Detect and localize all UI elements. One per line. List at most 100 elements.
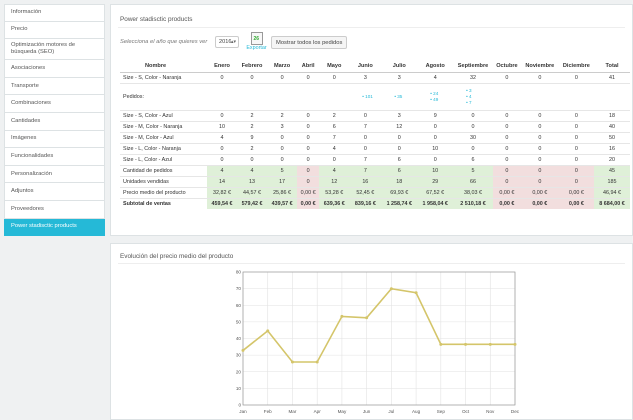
orders-cell: • 24 • 49 — [417, 82, 454, 110]
order-link[interactable]: 101 — [365, 93, 373, 99]
table-cell: 12 — [381, 120, 418, 132]
sidebar-item[interactable]: Proveedores — [4, 200, 105, 219]
orders-cell — [237, 82, 268, 110]
sidebar-item[interactable]: Información — [4, 4, 105, 22]
table-cell: 16 — [349, 175, 382, 187]
order-link[interactable]: 35 — [397, 93, 403, 99]
table-row: Cantidad de pedidos 4 4 5 0 4 7 6 10 5 0 0 0 45 — [120, 164, 630, 176]
table-row: Size - S, Color - Naranja 0 0 0 0 0 3 3 4 32 0 0 0 41 — [120, 71, 630, 83]
stats-table: Nombre Enero Febrero Marzo Abril Mayo Junio Jul… — [120, 60, 630, 209]
x-tick-label: Nov — [486, 409, 495, 414]
series-line — [242, 287, 515, 363]
table-cell: 0 — [267, 153, 298, 165]
data-point — [365, 316, 369, 320]
column-header: Mayo — [319, 60, 350, 73]
order-bullet: • 24 — [430, 90, 439, 96]
table-cell: 3 — [349, 71, 382, 83]
table-cell: 30 — [453, 131, 493, 143]
table-cell: 0 — [520, 120, 559, 132]
order-link[interactable]: 4 — [469, 93, 472, 99]
column-header: Diciembre — [558, 60, 595, 73]
sidebar-item[interactable]: Adjuntos — [4, 183, 105, 201]
year-select[interactable]: 2016 ▴▾ — [215, 36, 239, 48]
divider — [118, 263, 625, 264]
table-cell: 3 — [381, 71, 418, 83]
table-cell: 0 — [297, 131, 320, 143]
table-cell: 41 — [594, 71, 630, 83]
sidebar-item[interactable]: Combinaciones — [4, 95, 105, 113]
order-link[interactable]: 24 — [433, 90, 439, 96]
table-cell: 4 — [237, 164, 268, 176]
data-point — [464, 342, 468, 346]
table-cell: 4 — [417, 71, 454, 83]
export-button[interactable]: 26 Exportar — [244, 32, 269, 54]
sidebar-item[interactable]: Asociaciones — [4, 60, 105, 78]
x-tick-label: Mar — [288, 409, 296, 414]
table-cell: 0 — [319, 71, 350, 83]
data-point — [389, 287, 393, 291]
table-cell: 0 — [558, 153, 595, 165]
x-tick-label: Dec — [511, 409, 520, 414]
order-link[interactable]: 49 — [433, 96, 439, 102]
y-tick-label: 10 — [236, 386, 242, 391]
column-header: Total — [594, 60, 630, 73]
table-cell: 2 — [237, 142, 268, 154]
sidebar-item[interactable]: Power stadisctic products — [4, 218, 105, 237]
sidebar-item[interactable]: Imágenes — [4, 130, 105, 149]
table-cell: 16 — [594, 142, 630, 154]
table-cell: 0,00 € — [492, 186, 521, 198]
table-row: Size - M, Color - Azul 4 9 0 0 7 0 0 0 30 0 0 0 50 — [120, 131, 630, 143]
table-cell: 0 — [520, 71, 559, 83]
table-cell: Size - M, Color - Naranja — [120, 120, 208, 132]
sidebar-item[interactable]: Funcionalidades — [4, 148, 105, 166]
table-cell: 66 — [453, 175, 493, 187]
sidebar-item[interactable]: Optimización motores de búsqueda (SEO) — [4, 39, 105, 61]
table-cell: 0 — [297, 109, 320, 121]
table-cell: 5 — [267, 164, 298, 176]
data-point — [414, 291, 418, 295]
sidebar-item[interactable]: Precio — [4, 21, 105, 40]
x-tick-label: Jan — [239, 409, 247, 414]
sidebar-item[interactable]: Cantidades — [4, 112, 105, 131]
data-point — [340, 314, 344, 318]
sidebar-item[interactable]: Transporte — [4, 77, 105, 96]
table-row: Subtotal de ventas 459,54 €579,42 €439,57… — [120, 197, 630, 209]
table-cell: 45 — [594, 164, 630, 176]
table-cell: 12 — [319, 175, 350, 187]
table-cell: 0 — [207, 109, 238, 121]
table-row: Size - L, Color - Naranja 0 2 0 0 4 0 0 10 0 0 0 0 16 — [120, 142, 630, 154]
table-cell: 459,54 € — [207, 197, 238, 209]
table-cell: Subtotal de ventas — [120, 197, 208, 209]
table-cell: 18 — [381, 175, 418, 187]
show-all-orders-button[interactable]: Mostrar todos los pedidos — [271, 36, 348, 49]
orders-cell — [558, 82, 595, 110]
order-link[interactable]: 3 — [469, 87, 472, 93]
x-tick-label: Oct — [462, 409, 470, 414]
table-cell: 579,42 € — [237, 197, 268, 209]
table-cell: 52,45 € — [349, 186, 382, 198]
table-cell: 0 — [558, 131, 595, 143]
order-link[interactable]: 7 — [469, 99, 472, 105]
table-cell: 46,94 € — [594, 186, 630, 198]
table-cell: 2 — [319, 109, 350, 121]
table-cell: 0,00 € — [492, 197, 521, 209]
product-tabs-sidebar: Información Precio Optimización motores de… — [4, 4, 105, 237]
order-bullet: • 101 — [362, 93, 373, 99]
column-header: Marzo — [267, 60, 298, 73]
table-cell: 2 — [237, 120, 268, 132]
x-tick-label: Jul — [388, 409, 394, 414]
chevron-down-icon: ▴▾ — [230, 39, 236, 45]
sidebar-item[interactable]: Personalización — [4, 165, 105, 184]
table-cell: 10 — [417, 142, 454, 154]
column-header: Nombre — [120, 60, 208, 73]
table-cell: Size - L, Color - Azul — [120, 153, 208, 165]
x-tick-label: Feb — [264, 409, 272, 414]
table-cell: 0 — [558, 109, 595, 121]
table-cell: 20 — [594, 153, 630, 165]
column-header: Enero — [207, 60, 238, 73]
table-cell: 0 — [520, 131, 559, 143]
table-cell: 44,57 € — [237, 186, 268, 198]
orders-cell: • 3 • 4 • 7 — [453, 82, 493, 110]
spreadsheet-icon: 26 — [250, 32, 263, 45]
table-cell: 0 — [297, 120, 320, 132]
